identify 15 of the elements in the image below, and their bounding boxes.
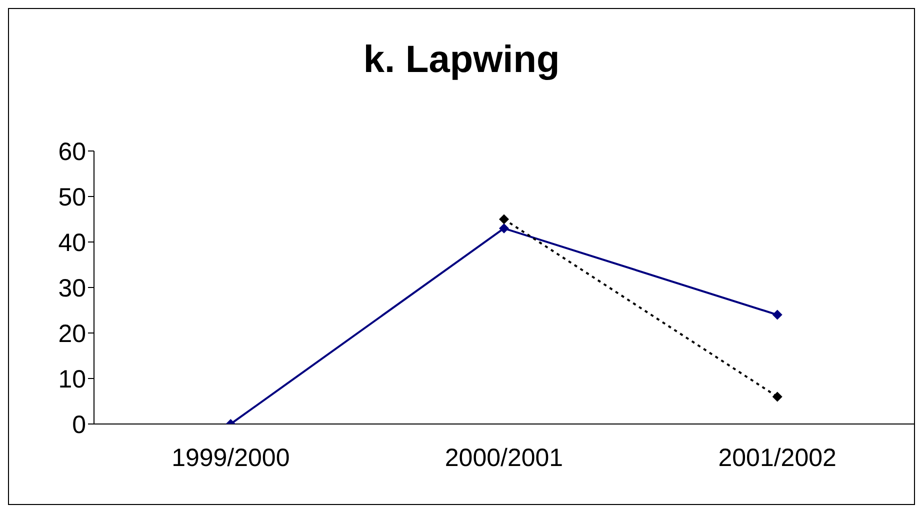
- point: [499, 223, 509, 234]
- y-tick-label: 60: [58, 138, 86, 166]
- chart-title: k. Lapwing: [362, 39, 561, 82]
- x-tick-label: 2000/2001: [444, 444, 564, 472]
- y-tick-label: 50: [58, 183, 86, 212]
- y-tick-label: 30: [58, 274, 86, 302]
- point: [772, 310, 782, 320]
- x-tick-label: 2001/2002: [718, 444, 836, 472]
- y-tick-label: 20: [58, 320, 86, 348]
- point: [499, 214, 509, 224]
- y-tick-label: 0: [72, 410, 86, 439]
- y-tick-label: 40: [58, 228, 86, 257]
- point: [772, 392, 782, 402]
- x-tick-label: 1999/2000: [172, 444, 290, 472]
- y-tick-label: 10: [58, 365, 86, 394]
